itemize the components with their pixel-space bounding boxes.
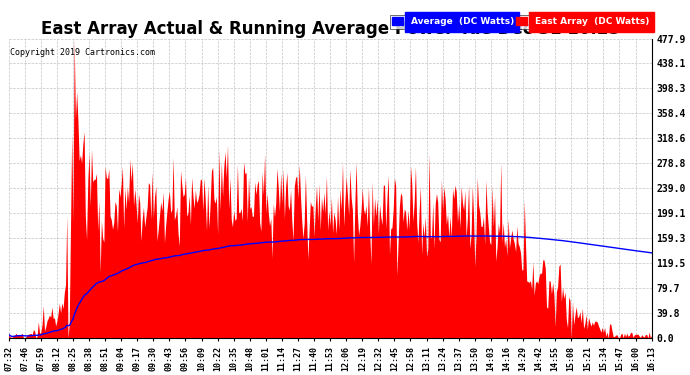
Title: East Array Actual & Running Average Power Tue Dec 31 16:25: East Array Actual & Running Average Powe… <box>41 20 620 38</box>
Legend: Average  (DC Watts), East Array  (DC Watts): Average (DC Watts), East Array (DC Watts… <box>390 15 651 29</box>
Text: Copyright 2019 Cartronics.com: Copyright 2019 Cartronics.com <box>10 48 155 57</box>
